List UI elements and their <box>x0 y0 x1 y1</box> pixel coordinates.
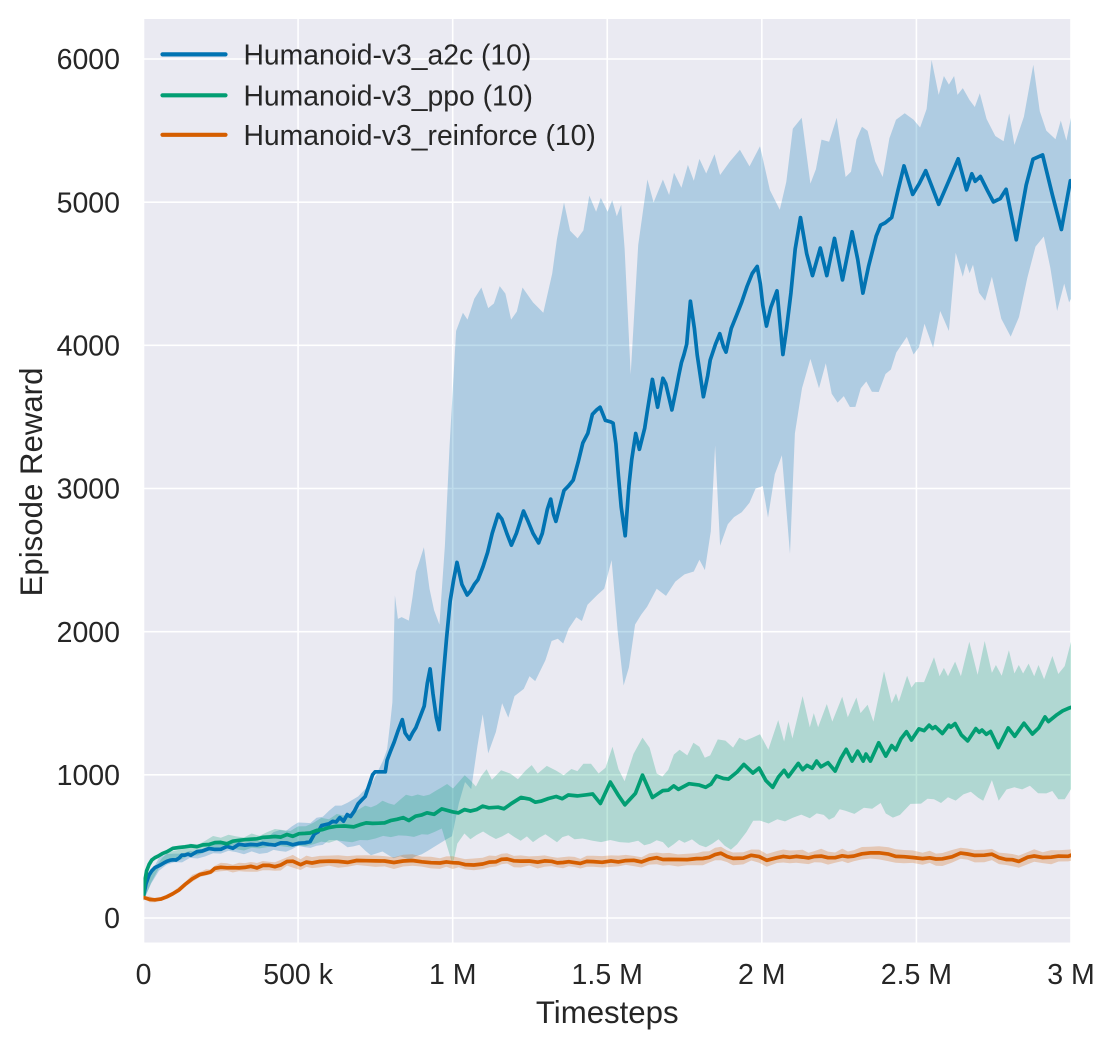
svg-text:500 k: 500 k <box>263 959 333 991</box>
svg-text:Humanoid-v3_reinforce (10): Humanoid-v3_reinforce (10) <box>244 119 596 151</box>
svg-text:1 M: 1 M <box>429 959 477 991</box>
svg-text:1000: 1000 <box>57 760 120 792</box>
svg-text:0: 0 <box>104 903 120 935</box>
svg-text:4000: 4000 <box>57 330 120 362</box>
svg-text:6000: 6000 <box>57 44 120 76</box>
svg-text:Humanoid-v3_ppo (10): Humanoid-v3_ppo (10) <box>244 79 533 111</box>
svg-text:0: 0 <box>136 959 152 991</box>
svg-text:Episode Reward: Episode Reward <box>14 368 49 597</box>
svg-text:3000: 3000 <box>57 474 120 506</box>
svg-text:5000: 5000 <box>57 187 120 219</box>
svg-text:Timesteps: Timesteps <box>536 995 679 1030</box>
svg-text:1.5 M: 1.5 M <box>572 959 643 991</box>
svg-text:Humanoid-v3_a2c (10): Humanoid-v3_a2c (10) <box>244 39 532 71</box>
svg-text:2 M: 2 M <box>738 959 786 991</box>
svg-text:2000: 2000 <box>57 617 120 649</box>
svg-text:3 M: 3 M <box>1047 959 1095 991</box>
svg-text:2.5 M: 2.5 M <box>881 959 952 991</box>
